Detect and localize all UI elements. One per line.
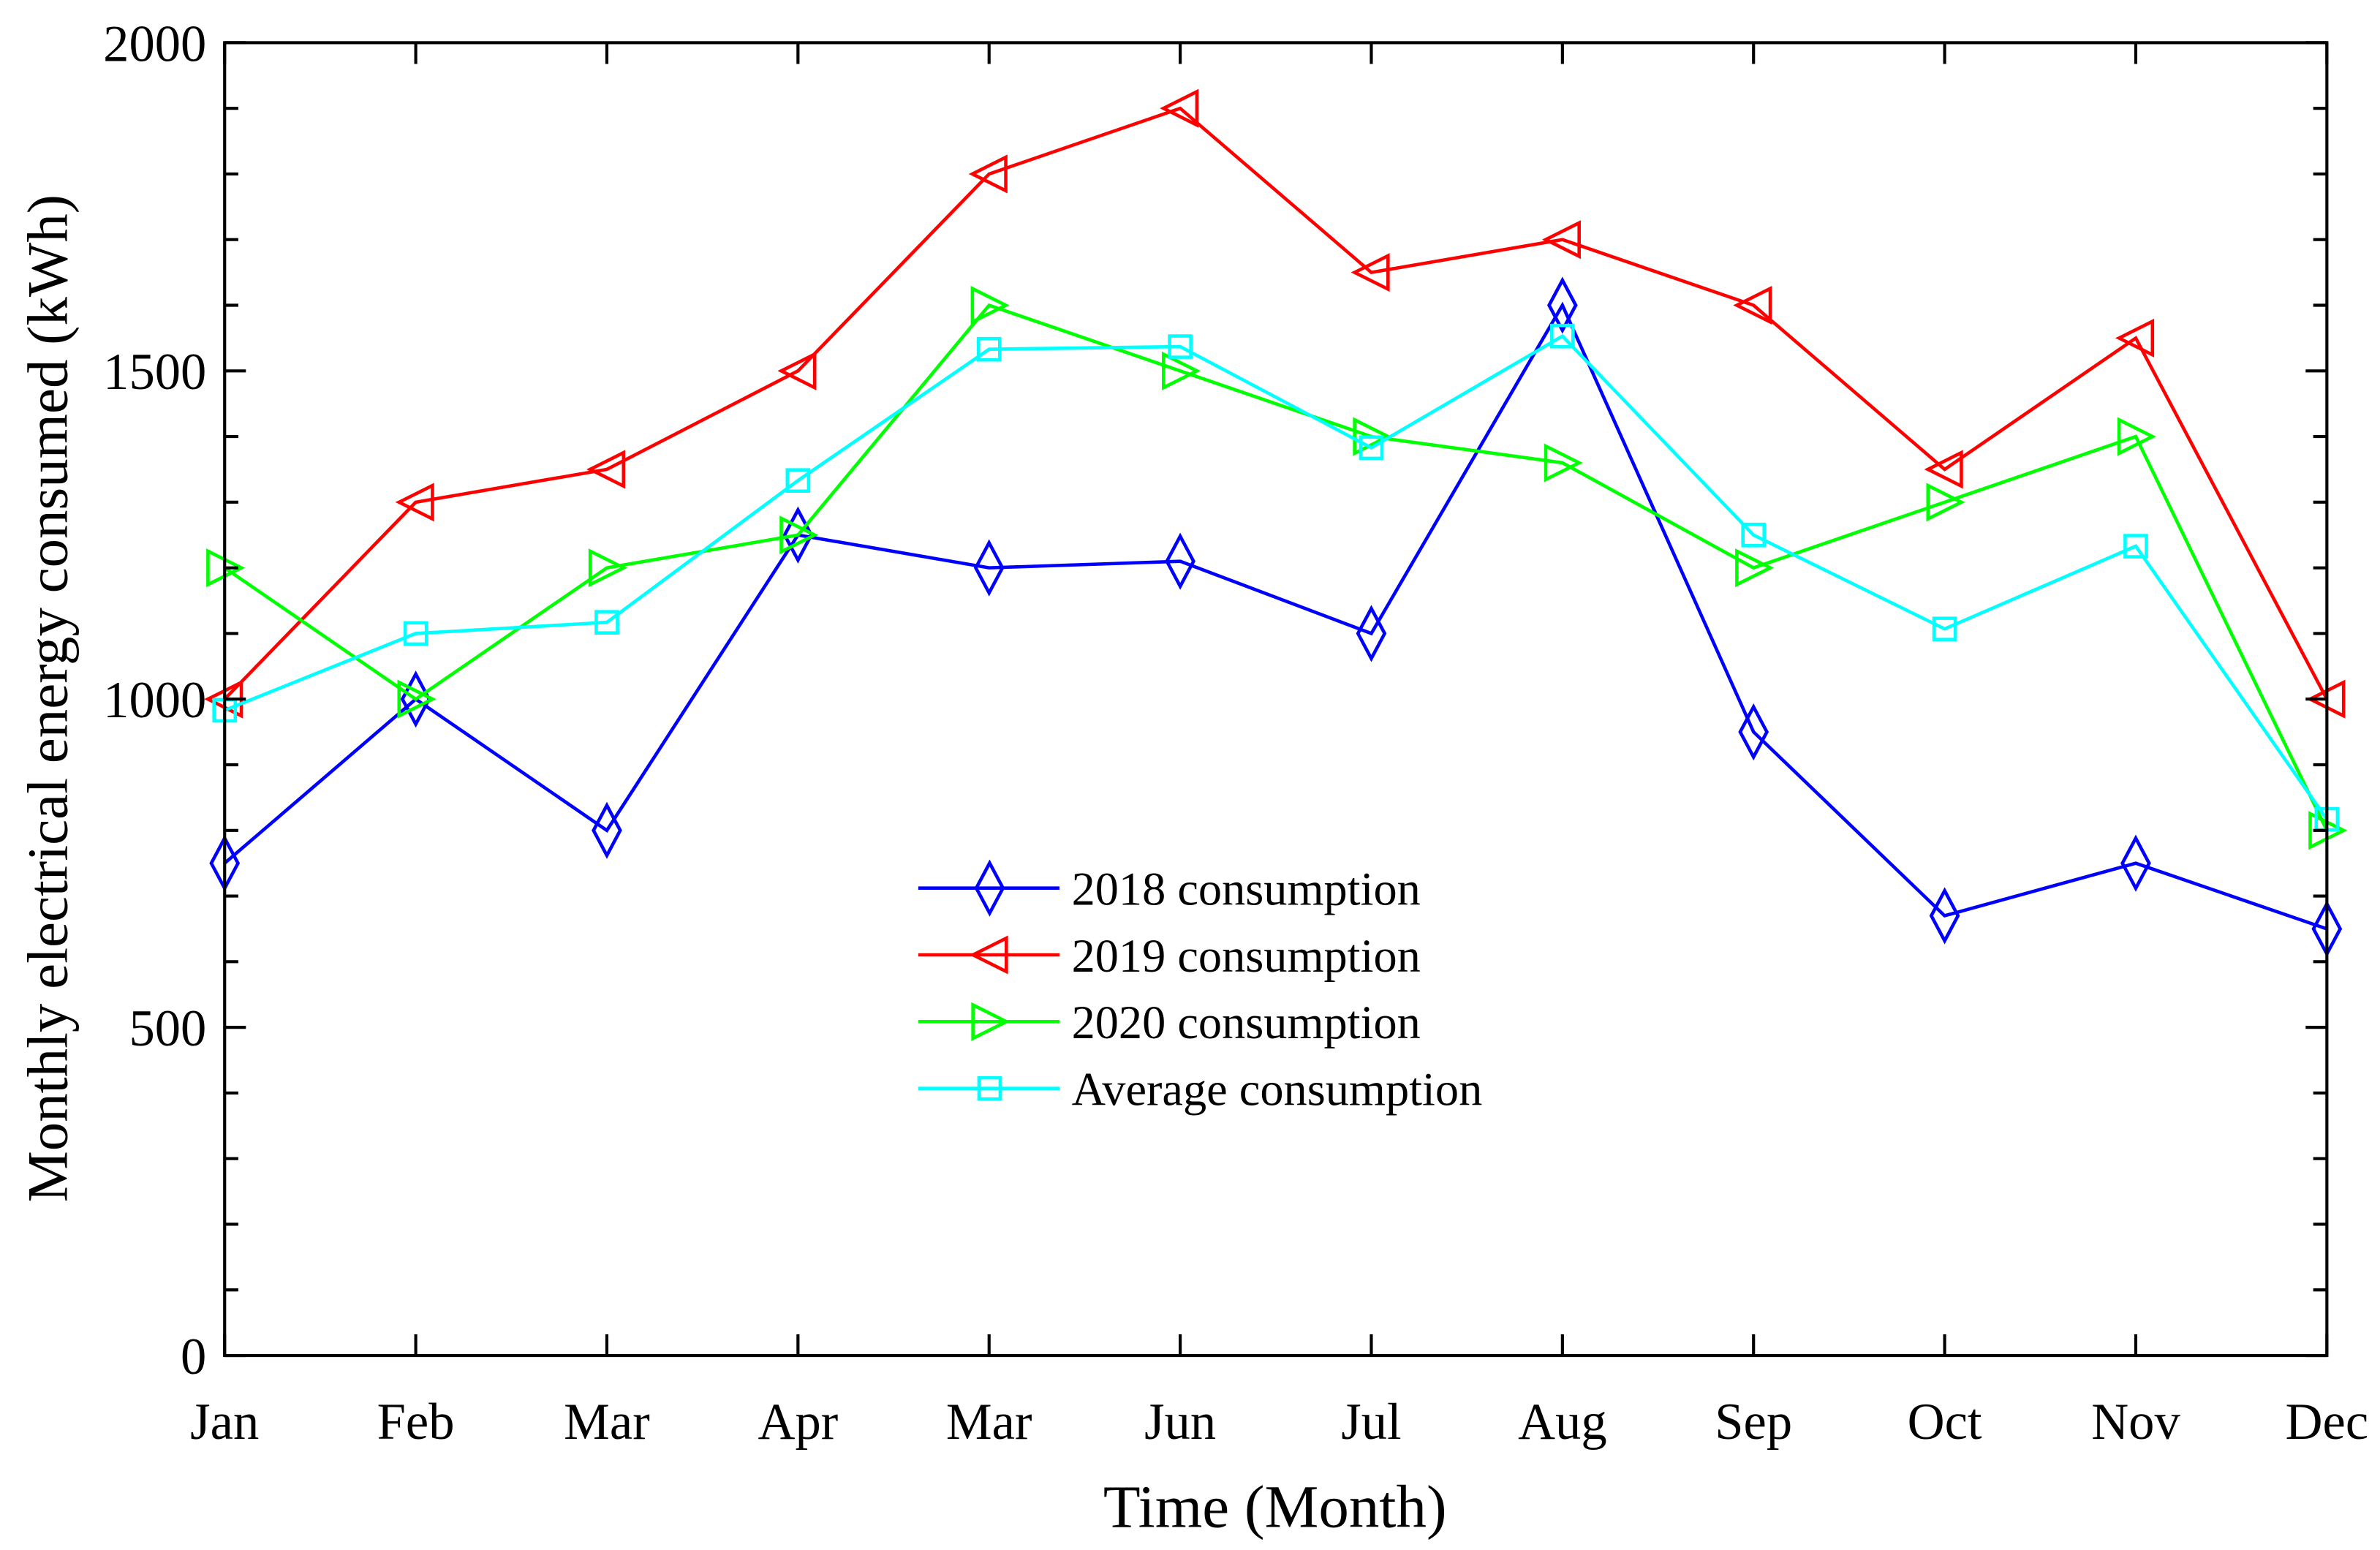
legend-item: 2020 consumption	[918, 997, 1421, 1048]
data-point	[2314, 806, 2340, 832]
series-2	[206, 285, 2348, 850]
y-tick-label: 2000	[103, 15, 206, 72]
legend-marker	[974, 859, 1005, 917]
legend-item: 2019 consumption	[918, 930, 1421, 982]
data-point	[1359, 435, 1384, 461]
data-point	[785, 468, 811, 494]
data-point	[1544, 443, 1583, 483]
y-tick-label: 1500	[103, 344, 206, 401]
data-point	[2123, 534, 2148, 559]
x-tick-label: Mar	[564, 1394, 650, 1451]
data-point	[2120, 834, 2151, 892]
data-point	[594, 610, 619, 635]
x-tick-label: Aug	[1518, 1394, 1607, 1451]
data-point	[2115, 318, 2155, 358]
x-axis-label: Time (Month)	[1103, 1473, 1447, 1540]
data-point	[779, 515, 819, 555]
x-tick-label: Feb	[377, 1394, 455, 1451]
series-line	[223, 301, 2328, 931]
x-tick-label: Jun	[1144, 1394, 1216, 1451]
data-point	[1356, 605, 1387, 662]
data-point	[1733, 285, 1772, 325]
data-point	[973, 539, 1005, 597]
y-tick-label: 500	[129, 1000, 206, 1057]
data-point	[1926, 483, 1965, 522]
data-point	[968, 154, 1008, 194]
x-tick-label: Nov	[2091, 1394, 2180, 1451]
data-point	[1550, 323, 1575, 349]
data-point	[403, 621, 428, 646]
legend-item: 2018 consumption	[918, 859, 1421, 917]
series-line	[224, 333, 2329, 820]
plot-frame	[223, 41, 2329, 1358]
data-point	[1929, 887, 1960, 945]
x-tick-label: Mar	[946, 1394, 1032, 1451]
x-tick-label: Dec	[2286, 1394, 2369, 1451]
legend-marker	[969, 935, 1008, 975]
series-line	[223, 106, 2329, 700]
data-point	[1353, 417, 1392, 456]
data-point	[400, 670, 431, 728]
data-point	[1541, 220, 1581, 260]
x-tick-label: Oct	[1908, 1394, 1982, 1451]
legend-marker	[977, 1075, 1002, 1101]
data-point	[1932, 616, 1957, 641]
data-point	[1738, 703, 1769, 761]
data-point	[1735, 548, 1775, 588]
series-3	[212, 323, 2340, 832]
y-axis-label: Monthly electrical energy consumed (kWh)	[16, 194, 80, 1202]
x-tick-label: Jan	[190, 1394, 259, 1451]
data-point	[1546, 276, 1578, 334]
legend-label: Average consumption	[1072, 1064, 1483, 1116]
x-tick-label: Jul	[1341, 1394, 1401, 1451]
legend-label: 2019 consumption	[1072, 930, 1421, 982]
data-point	[1165, 532, 1195, 590]
y-tick-label: 0	[181, 1328, 206, 1385]
data-point	[1160, 88, 1199, 128]
series-0	[209, 276, 2343, 958]
x-tick-label: Sep	[1715, 1394, 1792, 1451]
series-line	[223, 303, 2329, 831]
data-point	[1924, 450, 1963, 489]
series-1	[204, 88, 2346, 719]
data-point	[1168, 334, 1193, 359]
legend-label: 2018 consumption	[1072, 863, 1421, 915]
data-point	[1741, 522, 1767, 548]
data-point	[777, 351, 817, 390]
legend-label: 2020 consumption	[1072, 997, 1421, 1048]
y-tick-label: 1000	[103, 672, 206, 729]
data-point	[586, 450, 626, 489]
data-point	[976, 336, 1002, 362]
data-point	[397, 679, 437, 719]
data-point	[592, 801, 622, 859]
legend-item: Average consumption	[918, 1064, 1482, 1116]
data-point	[2117, 417, 2156, 456]
data-point	[588, 548, 627, 588]
x-tick-label: Apr	[758, 1394, 838, 1451]
data-point	[1350, 253, 1390, 292]
data-point	[970, 285, 1010, 325]
data-point	[395, 483, 434, 522]
legend-marker	[971, 1002, 1010, 1041]
data-point	[1161, 351, 1201, 390]
